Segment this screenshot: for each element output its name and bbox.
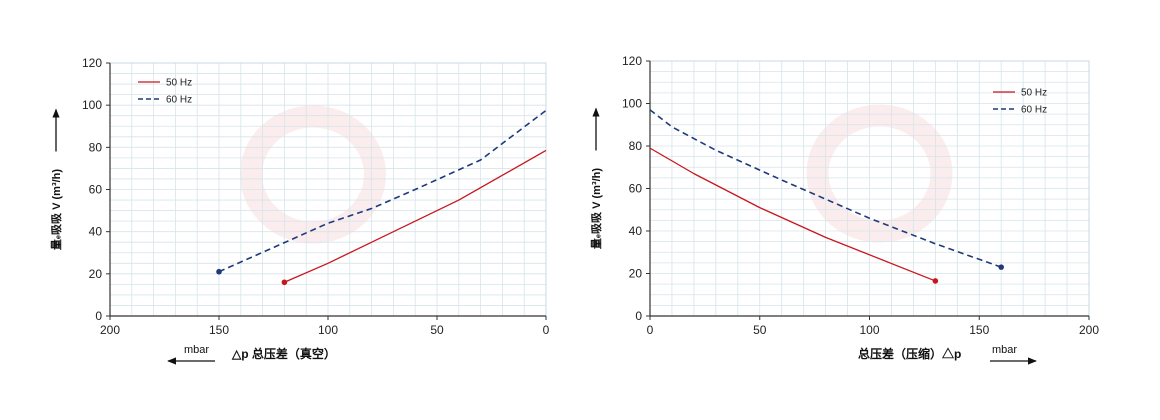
watermark-logo xyxy=(240,105,386,244)
legend: 50 Hz 60 Hz xyxy=(993,88,1047,116)
watermark-ring xyxy=(240,105,386,244)
y-tick-label: 120 xyxy=(622,54,642,68)
series-end-point xyxy=(998,264,1004,270)
legend-label: 50 Hz xyxy=(166,78,192,89)
y-tick-label: 40 xyxy=(629,224,643,238)
x-tick-label: 0 xyxy=(647,323,654,337)
y-tick-label: 60 xyxy=(629,182,643,196)
y-tick-label: 100 xyxy=(622,97,642,111)
y-tick-label: 40 xyxy=(89,225,103,239)
y-tick-label: 0 xyxy=(95,309,102,323)
x-tick-label: 0 xyxy=(543,323,550,337)
x-tick-label: 150 xyxy=(969,323,989,337)
grid xyxy=(649,60,1090,317)
grid xyxy=(109,62,547,317)
series-line-50hz xyxy=(649,147,936,282)
y-axis-label: 量ₑ吸吸 V (m³/h) xyxy=(50,169,63,250)
x-tick-label: 200 xyxy=(1079,323,1099,337)
series-end-point xyxy=(216,268,222,275)
series-end-point xyxy=(932,278,939,284)
y-tick-label: 60 xyxy=(89,183,103,197)
x-tick-label: 200 xyxy=(100,323,120,337)
y-tick-label: 100 xyxy=(82,98,102,112)
x-tick-label: 50 xyxy=(753,323,767,337)
legend-label: 50 Hz xyxy=(1021,88,1047,99)
x-axis-label: 总压差（压缩）△p xyxy=(858,346,961,361)
y-axis-label: 量ₑ吸吸 V (m³/h) xyxy=(590,168,603,249)
watermark-ring xyxy=(806,104,953,243)
x-tick-label: 100 xyxy=(318,323,338,337)
y-tick-label: 20 xyxy=(629,267,643,281)
legend-label: 60 Hz xyxy=(1021,105,1047,116)
x-tick-label: 150 xyxy=(209,323,229,337)
chart-1: 0 20 40 60 80 100 120 200 150 100 50 0 50 Hz 60 Hz 量ₑ吸… xyxy=(50,56,550,365)
y-tick-label: 120 xyxy=(82,56,102,70)
y-tick-label: 80 xyxy=(629,139,643,153)
x-tick-label: 100 xyxy=(859,323,879,337)
watermark-logo xyxy=(806,104,953,243)
x-unit-label: mbar xyxy=(992,344,1017,356)
y-tick-label: 0 xyxy=(635,309,642,323)
y-tick-label: 80 xyxy=(89,140,103,154)
series-end-point xyxy=(281,279,288,286)
x-axis-label: △p 总压差（真空） xyxy=(231,346,336,361)
series-line-50hz xyxy=(284,149,547,283)
y-tick-label: 20 xyxy=(89,267,103,281)
x-tick-label: 50 xyxy=(430,323,444,337)
legend-label: 60 Hz xyxy=(166,95,192,106)
x-unit-label: mbar xyxy=(184,344,209,356)
chart-2: 0 20 40 60 80 100 120 0 50 100 150 200 50 Hz 60 Hz 量ₑ吸… xyxy=(590,54,1099,365)
legend: 50 Hz 60 Hz xyxy=(138,78,192,106)
